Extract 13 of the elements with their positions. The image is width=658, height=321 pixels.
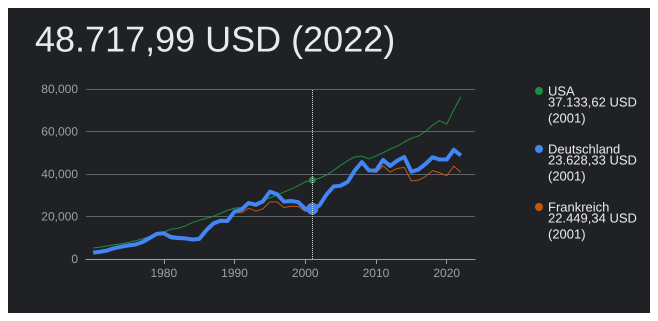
x-tick-label: 2000 — [292, 266, 319, 280]
x-tick-label: 1990 — [221, 266, 248, 280]
line-series — [91, 148, 463, 255]
y-tick-label: 60,000 — [41, 124, 78, 138]
x-tick-label: 2010 — [362, 266, 390, 280]
x-tick-label: 2020 — [433, 266, 460, 280]
line-series — [92, 96, 462, 248]
y-tick-label: 40,000 — [41, 167, 78, 181]
chart-title: 48.717,99 USD (2022) — [35, 18, 396, 60]
y-tick-label: 0 — [71, 252, 78, 266]
y-tick-label: 80,000 — [41, 82, 78, 96]
y-tick-label: 20,000 — [41, 210, 78, 224]
x-tick-label: 1980 — [150, 266, 178, 280]
